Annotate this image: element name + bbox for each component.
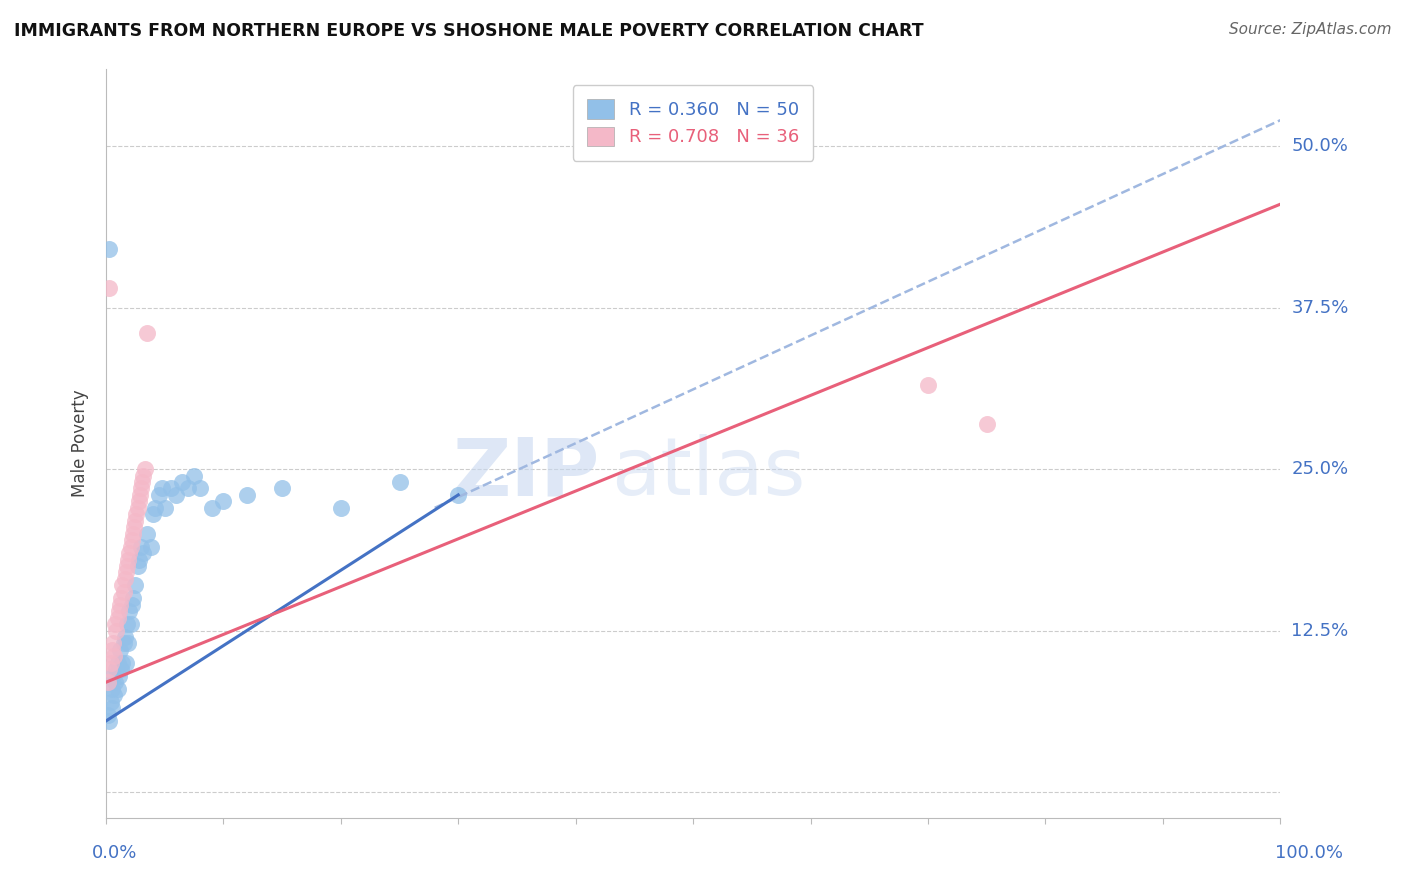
Point <box>125 508 148 522</box>
Point <box>127 558 149 573</box>
Point <box>105 662 128 676</box>
Point <box>108 604 131 618</box>
Point <box>101 643 124 657</box>
Point <box>917 378 939 392</box>
Point <box>98 662 121 676</box>
Point <box>120 540 142 554</box>
Point <box>117 636 139 650</box>
Point <box>110 662 132 676</box>
Point <box>112 584 135 599</box>
Point <box>101 681 124 696</box>
Point <box>124 514 146 528</box>
Point <box>976 417 998 431</box>
Point <box>117 552 139 566</box>
Point <box>165 488 187 502</box>
Point <box>128 494 150 508</box>
Point <box>153 500 176 515</box>
Y-axis label: Male Poverty: Male Poverty <box>72 390 89 497</box>
Text: 100.0%: 100.0% <box>1275 844 1343 862</box>
Point <box>107 656 129 670</box>
Point <box>101 701 124 715</box>
Point <box>97 707 120 722</box>
Text: ZIP: ZIP <box>451 434 599 512</box>
Point <box>108 598 131 612</box>
Point <box>201 500 224 515</box>
Point <box>108 669 131 683</box>
Point <box>129 488 152 502</box>
Text: IMMIGRANTS FROM NORTHERN EUROPE VS SHOSHONE MALE POVERTY CORRELATION CHART: IMMIGRANTS FROM NORTHERN EUROPE VS SHOSH… <box>14 22 924 40</box>
Point <box>115 617 138 632</box>
Point <box>172 475 194 489</box>
Point <box>101 636 124 650</box>
Point <box>101 669 124 683</box>
Point <box>150 482 173 496</box>
Point <box>121 533 143 548</box>
Point <box>132 546 155 560</box>
Point <box>134 462 156 476</box>
Point <box>111 656 134 670</box>
Point <box>121 598 143 612</box>
Point <box>105 624 128 638</box>
Point <box>129 540 152 554</box>
Point <box>388 475 411 489</box>
Point <box>104 617 127 632</box>
Point <box>118 546 141 560</box>
Point <box>136 526 159 541</box>
Point <box>98 281 121 295</box>
Point <box>120 617 142 632</box>
Point <box>104 675 127 690</box>
Point <box>177 482 200 496</box>
Point <box>111 578 134 592</box>
Point <box>122 520 145 534</box>
Point <box>447 488 470 502</box>
Point <box>118 604 141 618</box>
Text: 12.5%: 12.5% <box>1292 622 1348 640</box>
Point <box>114 572 136 586</box>
Point <box>107 610 129 624</box>
Point <box>271 482 294 496</box>
Point <box>108 643 131 657</box>
Point <box>188 482 211 496</box>
Point <box>100 656 122 670</box>
Point <box>98 714 121 728</box>
Point <box>98 243 121 257</box>
Point <box>159 482 181 496</box>
Text: 37.5%: 37.5% <box>1292 299 1348 317</box>
Legend: R = 0.360   N = 50, R = 0.708   N = 36: R = 0.360 N = 50, R = 0.708 N = 36 <box>572 85 814 161</box>
Point <box>128 552 150 566</box>
Point <box>103 649 125 664</box>
Point <box>329 500 352 515</box>
Point <box>136 326 159 341</box>
Text: atlas: atlas <box>612 434 806 512</box>
Text: 50.0%: 50.0% <box>1292 137 1348 155</box>
Point <box>236 488 259 502</box>
Point <box>112 636 135 650</box>
Point <box>97 675 120 690</box>
Point <box>103 688 125 702</box>
Point <box>122 591 145 606</box>
Point <box>107 681 129 696</box>
Point <box>115 656 138 670</box>
Text: Source: ZipAtlas.com: Source: ZipAtlas.com <box>1229 22 1392 37</box>
Point <box>129 482 152 496</box>
Point <box>148 488 170 502</box>
Point <box>143 500 166 515</box>
Point <box>142 508 165 522</box>
Point <box>131 475 153 489</box>
Text: 25.0%: 25.0% <box>1292 460 1348 478</box>
Point <box>122 526 145 541</box>
Point <box>139 540 162 554</box>
Point <box>115 558 138 573</box>
Point <box>110 591 132 606</box>
Text: 0.0%: 0.0% <box>91 844 136 862</box>
Point <box>124 578 146 592</box>
Point <box>183 468 205 483</box>
Point <box>100 695 122 709</box>
Point <box>212 494 235 508</box>
Point <box>115 566 138 580</box>
Point <box>127 500 149 515</box>
Point <box>132 468 155 483</box>
Point <box>114 630 136 644</box>
